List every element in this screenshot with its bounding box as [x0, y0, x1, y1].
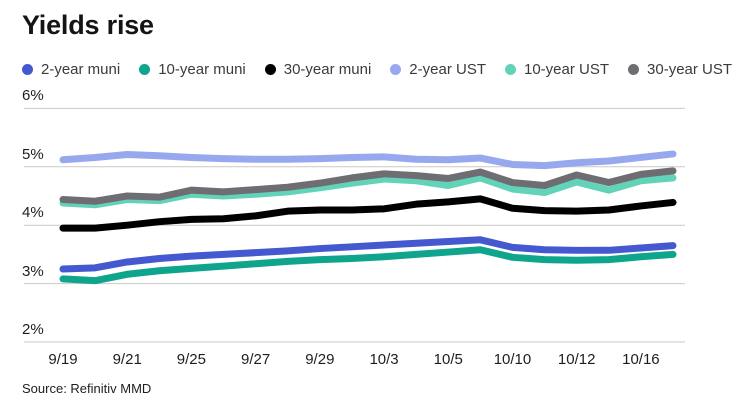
series-line-2-year-ust — [59, 150, 677, 170]
x-tick-label: 10/12 — [557, 351, 596, 368]
series-line-10-year-ust — [59, 174, 677, 209]
legend-label: 2-year UST — [409, 61, 486, 78]
series-line-10-year-muni — [59, 246, 677, 285]
legend-item-30-year-ust: 30-year UST — [628, 61, 732, 78]
y-tick-label: 3% — [22, 262, 44, 280]
legend-label: 10-year muni — [158, 61, 246, 78]
x-tick-label: 10/5 — [433, 351, 463, 368]
series-line-2-year-muni — [59, 236, 677, 273]
legend-dot-icon — [139, 64, 151, 75]
y-tick-label: 5% — [22, 145, 44, 163]
series-line-30-year-ust — [59, 167, 677, 205]
x-tick-label: 9/29 — [305, 351, 335, 368]
legend-label: 30-year UST — [647, 61, 733, 78]
chart-legend: 2-year muni 10-year muni 30-year muni 2-yea… — [22, 61, 732, 78]
legend-label: 30-year muni — [283, 61, 372, 78]
y-tick-label: 4% — [22, 204, 44, 222]
x-tick-label: 10/16 — [622, 351, 660, 368]
legend-dot-icon — [22, 64, 33, 75]
x-tick-label: 9/19 — [48, 351, 78, 368]
x-tick-label: 10/10 — [493, 351, 532, 368]
legend-item-2-year-ust: 2-year UST — [390, 61, 486, 78]
y-tick-label: 2% — [22, 321, 44, 338]
legend-item-2-year-muni: 2-year muni — [22, 61, 120, 78]
legend-dot-icon — [504, 64, 516, 75]
legend-label: 10-year UST — [523, 61, 610, 78]
legend-item-10-year-muni: 10-year muni — [139, 61, 246, 78]
legend-dot-icon — [264, 64, 276, 75]
legend-item-30-year-muni: 30-year muni — [264, 61, 372, 78]
legend-item-10-year-ust: 10-year UST — [504, 61, 610, 78]
x-tick-label: 9/27 — [241, 351, 271, 368]
legend-dot-icon — [390, 64, 402, 75]
legend-label: 2-year muni — [41, 61, 121, 78]
legend-dot-icon — [628, 64, 640, 75]
chart-title: Yields rise — [22, 10, 154, 40]
series-line-30-year-muni — [59, 195, 677, 232]
source-note: Source: Refinitiv MMD — [22, 381, 152, 396]
x-tick-label: 10/3 — [369, 351, 399, 368]
x-tick-label: 9/21 — [112, 351, 142, 368]
x-tick-label: 9/25 — [176, 351, 206, 368]
y-tick-label: 6% — [22, 87, 44, 105]
